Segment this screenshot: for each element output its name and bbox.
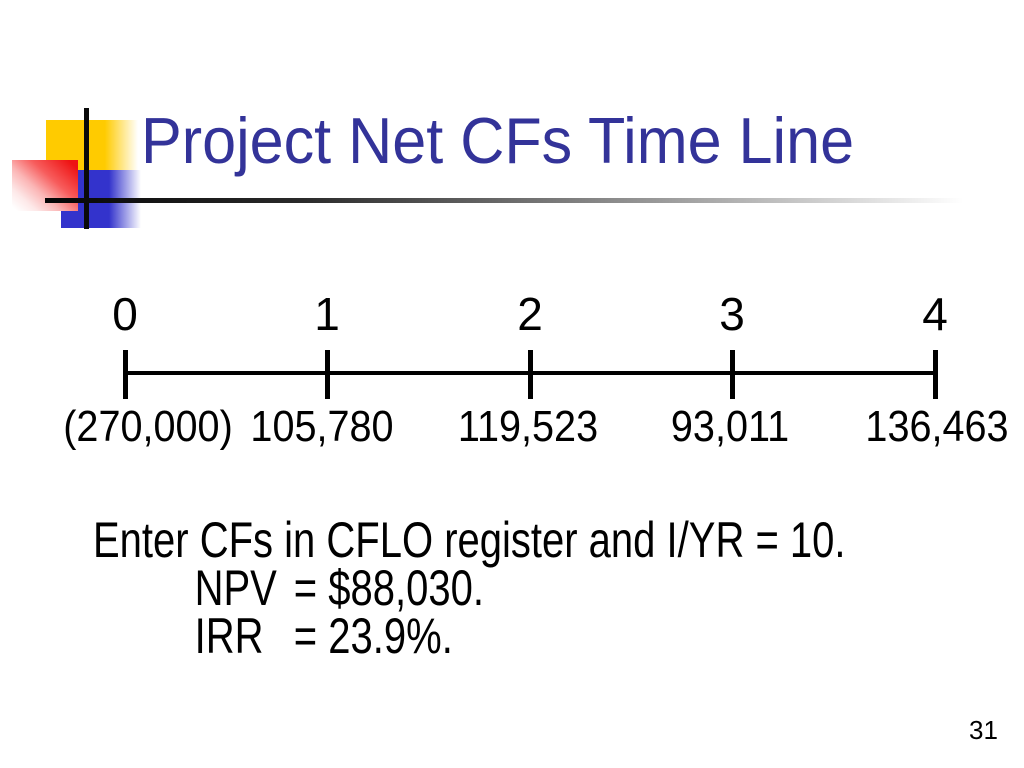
title-underline-rule (45, 198, 963, 203)
period-label-4: 4 (922, 288, 948, 340)
cashflow-value-3: 93,011 (670, 402, 790, 451)
cashflow-value-0: (270,000) (63, 402, 233, 451)
npv-value: = $88,030. (293, 560, 484, 616)
period-label-3: 3 (719, 288, 745, 340)
body-instruction-line: Enter CFs in CFLO register and I/YR = 10… (93, 512, 846, 568)
page-number: 31 (969, 715, 998, 745)
tick-mark-4 (933, 350, 938, 399)
decor-red-square (12, 160, 78, 211)
tick-mark-3 (730, 350, 735, 399)
cashflow-value-2: 119,523 (457, 402, 599, 451)
body-text-block: Enter CFs in CFLO register and I/YR = 10… (93, 512, 846, 664)
page-title: Project Net CFs Time Line (141, 104, 855, 177)
period-label-1: 1 (314, 288, 340, 340)
irr-value: = 23.9%. (293, 608, 453, 664)
npv-result-row: NPV = $88,030. (93, 560, 846, 616)
irr-label: IRR (194, 608, 264, 664)
npv-label: NPV (194, 560, 277, 616)
tick-mark-1 (325, 350, 330, 399)
irr-result-row: IRR = 23.9%. (93, 608, 846, 664)
period-label-0: 0 (112, 288, 138, 340)
period-label-2: 2 (517, 288, 543, 340)
tick-mark-0 (123, 350, 128, 399)
tick-mark-2 (528, 350, 533, 399)
decor-vertical-line (84, 108, 89, 229)
cashflow-value-1: 105,780 (250, 402, 394, 451)
cashflow-value-4: 136,463 (865, 402, 1009, 451)
